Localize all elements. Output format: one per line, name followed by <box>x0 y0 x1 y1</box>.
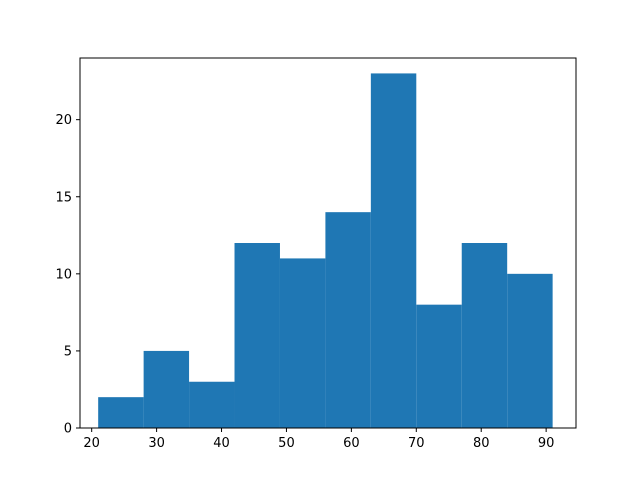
histogram-bar-2 <box>143 350 190 428</box>
y-tick-label: 15 <box>55 190 72 205</box>
y-tick-label: 0 <box>64 422 72 437</box>
histogram-bar-5 <box>279 258 326 428</box>
bars-group <box>98 73 553 429</box>
x-tick-label: 20 <box>83 436 100 451</box>
histogram-bar-6 <box>325 212 371 428</box>
x-tick-label: 90 <box>538 436 555 451</box>
x-tick-label: 40 <box>213 436 230 451</box>
x-axis-ticks: 20 30 40 50 60 70 80 90 <box>83 428 554 451</box>
histogram-bar-10 <box>507 273 553 428</box>
histogram-bar-7 <box>370 73 417 429</box>
y-axis-ticks: 0 5 10 15 20 <box>55 113 80 437</box>
x-tick-label: 60 <box>343 436 360 451</box>
y-tick-label: 20 <box>55 113 72 128</box>
plot-frame <box>79 57 577 429</box>
y-tick-label: 5 <box>64 344 72 359</box>
x-tick-label: 70 <box>408 436 425 451</box>
x-tick-label: 80 <box>473 436 490 451</box>
histogram-bar-1 <box>98 397 144 428</box>
x-tick-label: 50 <box>278 436 295 451</box>
histogram-bar-3 <box>189 381 235 428</box>
y-tick-label: 10 <box>55 267 72 282</box>
histogram-bar-8 <box>416 304 462 428</box>
histogram-bar-4 <box>234 243 280 428</box>
x-tick-label: 30 <box>148 436 165 451</box>
histogram-bar-9 <box>461 243 508 428</box>
